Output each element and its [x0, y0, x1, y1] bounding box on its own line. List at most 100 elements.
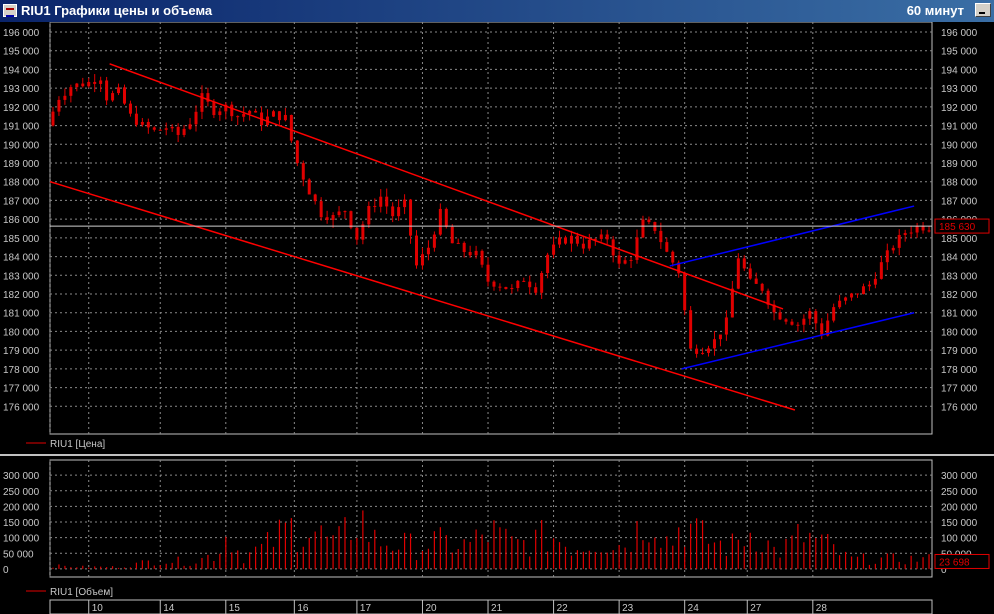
price-candle [731, 289, 734, 318]
x-axis-label: 17 [360, 603, 372, 614]
price-candle [647, 219, 650, 222]
price-candle [343, 211, 346, 212]
price-candle [75, 84, 78, 88]
price-candle [445, 209, 448, 227]
price-tick-label-left: 193 000 [3, 84, 40, 95]
price-candle [582, 244, 585, 249]
price-candle [361, 224, 364, 239]
price-tick-label-right: 177 000 [941, 384, 978, 395]
price-candle [457, 243, 460, 244]
price-candle [701, 353, 704, 354]
price-tick-label-left: 187 000 [3, 196, 40, 207]
price-candle [796, 325, 799, 326]
price-candle [212, 102, 215, 115]
price-tick-label-left: 188 000 [3, 178, 40, 189]
price-candle [200, 93, 203, 112]
price-candle [218, 111, 221, 115]
volume-tick-label-left: 100 000 [3, 534, 40, 545]
price-candle [469, 252, 472, 255]
volume-tick-label-left: 300 000 [3, 471, 40, 482]
volume-tick-label-right: 250 000 [941, 487, 978, 498]
price-candle [570, 236, 573, 244]
price-tick-label-left: 178 000 [3, 365, 40, 376]
price-candle [409, 200, 412, 236]
price-candle [558, 237, 561, 244]
volume-tick-label-left: 200 000 [3, 502, 40, 513]
price-tick-label-left: 185 000 [3, 234, 40, 245]
price-tick-label-right: 191 000 [941, 122, 978, 133]
price-candle [713, 339, 716, 348]
price-candle [391, 206, 394, 216]
price-candle [874, 279, 877, 285]
price-candle [802, 319, 805, 325]
x-axis-label: 16 [297, 603, 309, 614]
price-tick-label-left: 180 000 [3, 327, 40, 338]
price-tick-label-left: 192 000 [3, 103, 40, 114]
volume-tick-label-left: 50 000 [3, 549, 34, 560]
price-tick-label-right: 182 000 [941, 290, 978, 301]
price-candle [862, 286, 865, 294]
price-candle [707, 348, 710, 353]
price-candle [868, 285, 871, 287]
price-tick-label-right: 184 000 [941, 253, 978, 264]
price-candle [63, 96, 66, 100]
price-candle [784, 319, 787, 321]
price-tick-label-right: 185 000 [941, 234, 978, 245]
price-tick-label-left: 196 000 [3, 28, 40, 39]
price-tick-label-left: 179 000 [3, 346, 40, 357]
last-price-label: 185 630 [939, 222, 976, 233]
price-candle [606, 234, 609, 239]
price-candle [522, 281, 525, 282]
price-candle [117, 87, 120, 93]
price-candle [761, 284, 764, 291]
price-candle [248, 111, 251, 114]
price-candle [528, 282, 531, 288]
price-tick-label-left: 177 000 [3, 384, 40, 395]
price-tick-label-left: 186 000 [3, 215, 40, 226]
price-tick-label-right: 195 000 [941, 47, 978, 58]
price-candle [618, 255, 621, 263]
price-candle [397, 207, 400, 216]
price-tick-label-left: 189 000 [3, 159, 40, 170]
price-candle [719, 335, 722, 340]
x-axis-label: 27 [750, 603, 762, 614]
price-candle [516, 281, 519, 288]
price-tick-label-right: 193 000 [941, 84, 978, 95]
price-candle [135, 114, 138, 125]
x-axis-label: 21 [491, 603, 503, 614]
price-candle [808, 311, 811, 319]
price-candle [755, 279, 758, 284]
price-tick-label-right: 181 000 [941, 309, 978, 320]
interval-label[interactable]: 60 минут [907, 3, 964, 18]
price-candle [308, 180, 311, 195]
price-candle [838, 301, 841, 307]
price-candle [403, 200, 406, 208]
price-candle [171, 127, 174, 128]
price-candle [510, 288, 513, 289]
price-candle [564, 237, 567, 243]
price-candle [165, 128, 168, 130]
price-candle [272, 111, 275, 116]
window-title-bar: RIU1 Графики цены и объема 60 минут [0, 0, 994, 22]
price-candle [695, 349, 698, 354]
price-candle [332, 215, 335, 220]
price-candle [433, 235, 436, 248]
price-candle [916, 226, 919, 233]
price-tick-label-right: 192 000 [941, 103, 978, 114]
price-candle [177, 127, 180, 135]
price-candle [898, 235, 901, 248]
price-candle [81, 84, 84, 87]
x-axis-label: 10 [92, 603, 104, 614]
minimize-button[interactable] [975, 3, 991, 17]
price-candle [904, 233, 907, 235]
price-candle [856, 293, 859, 294]
price-candle [790, 322, 793, 325]
price-candle [242, 114, 245, 117]
x-axis-label: 28 [816, 603, 828, 614]
price-candle [641, 219, 644, 237]
price-candle [820, 323, 823, 335]
price-candle [743, 258, 746, 268]
last-volume-label: 23 698 [939, 557, 970, 568]
price-candle [928, 230, 931, 231]
price-candle [665, 242, 668, 252]
